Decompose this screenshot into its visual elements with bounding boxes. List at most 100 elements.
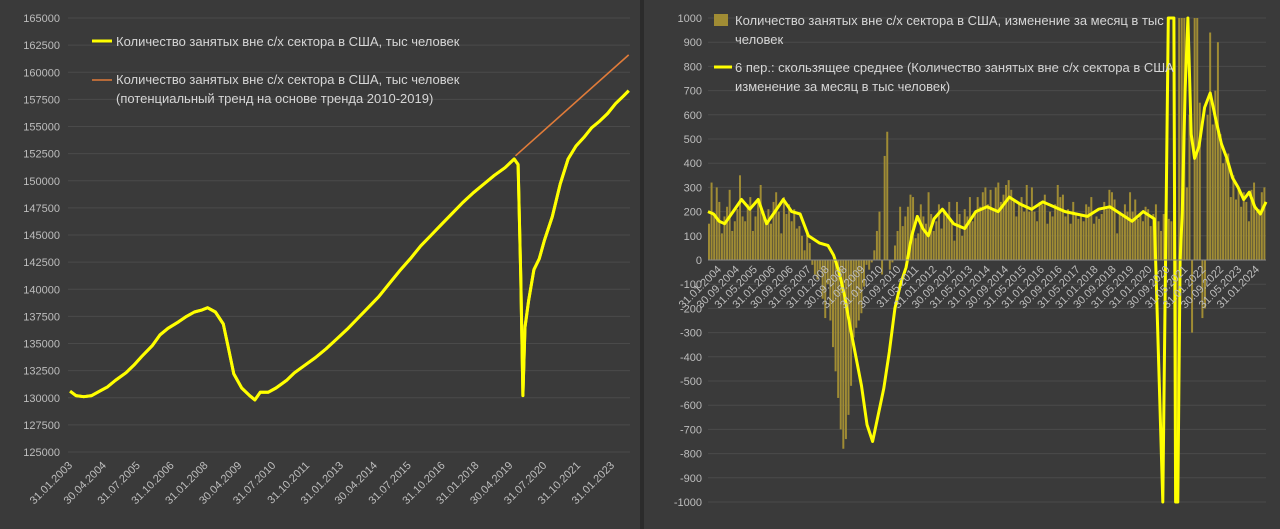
bar [1090, 197, 1093, 260]
bar [860, 260, 863, 314]
bar [1255, 211, 1258, 260]
legend-label-moving-average: 6 пер.: скользящее среднее (Количество з… [735, 60, 1174, 75]
bar [780, 233, 783, 260]
y-tick-label: 800 [684, 61, 702, 73]
bar [1126, 211, 1129, 260]
bar [953, 240, 956, 260]
bar [710, 182, 713, 260]
series-line-trend [514, 54, 630, 157]
legend-label-employment: Количество занятых вне с/х сектора в США… [116, 34, 460, 49]
bar [1185, 187, 1188, 260]
bar [1201, 260, 1204, 319]
y-tick-label: 200 [684, 207, 702, 219]
bar [1072, 201, 1075, 260]
bar [883, 155, 886, 260]
bar [842, 260, 845, 449]
bar [1056, 184, 1059, 260]
bar [1160, 230, 1163, 260]
bar [757, 199, 760, 260]
bar [914, 238, 917, 260]
bar [782, 197, 785, 260]
y-tick-label: 132500 [23, 366, 60, 378]
bar [1111, 192, 1113, 260]
bar [894, 245, 896, 260]
bar [906, 206, 909, 260]
y-tick-label: 135000 [23, 339, 60, 351]
bar [713, 216, 716, 260]
y-tick-label: -600 [680, 400, 702, 412]
bar [1149, 226, 1152, 260]
bar [847, 260, 850, 415]
bar-series [708, 18, 1266, 502]
bar [1033, 211, 1036, 260]
bar [932, 230, 935, 260]
bar [751, 230, 754, 260]
bar [1242, 192, 1245, 260]
bar [935, 221, 938, 260]
bar [976, 197, 979, 260]
y-tick-label: 500 [684, 134, 702, 146]
bar [1178, 18, 1181, 260]
legend-label-trend: Количество занятых вне с/х сектора в США… [116, 72, 460, 87]
bar [904, 216, 907, 260]
bar [1263, 187, 1266, 260]
bar [940, 228, 943, 260]
bar [1235, 199, 1237, 260]
bar [1074, 214, 1077, 260]
bar [922, 216, 925, 260]
bar [937, 204, 940, 260]
bar [1028, 211, 1031, 260]
bar [749, 197, 752, 260]
bar [878, 211, 881, 260]
bar [813, 260, 816, 275]
bar [844, 260, 847, 440]
series-line-employment-top [69, 89, 630, 402]
bar [974, 214, 977, 260]
bar [852, 260, 855, 338]
bar [997, 182, 1000, 260]
bar [1012, 199, 1015, 260]
bar [909, 194, 912, 260]
bar [821, 260, 824, 299]
y-tick-label: 160000 [23, 67, 60, 79]
bar [826, 260, 829, 285]
y-tick-label: 152500 [23, 149, 60, 161]
y-tick-label: 300 [684, 182, 702, 194]
legend-label-trend-note: (потенциальный тренд на основе тренда 20… [116, 91, 433, 106]
bar [1193, 18, 1196, 260]
bar [979, 206, 982, 260]
bar [1054, 204, 1057, 260]
bar [731, 230, 734, 260]
bar [754, 216, 757, 260]
bar [1129, 192, 1132, 260]
bar [1139, 214, 1142, 260]
bar [1049, 211, 1051, 260]
bar [816, 260, 819, 280]
bar [925, 223, 927, 260]
bar [819, 260, 822, 270]
bar [1224, 158, 1227, 260]
bar [808, 243, 811, 260]
y-tick-label: -400 [680, 352, 702, 364]
right-chart-panel: -1000 -900 -800 -700 -600 -500 -400 -300 -200 -10… [644, 0, 1280, 529]
bar [759, 184, 762, 260]
bar [726, 206, 729, 260]
bar [739, 175, 741, 260]
bar [1064, 216, 1067, 260]
y-tick-label: 142500 [23, 257, 60, 269]
bar [1209, 32, 1212, 260]
y-tick-label: 145000 [23, 230, 60, 242]
bar [741, 216, 744, 260]
bar [834, 260, 837, 372]
bar [1134, 199, 1137, 260]
bar [1092, 223, 1095, 260]
bar [899, 206, 902, 260]
bar [956, 201, 958, 260]
bar [746, 204, 749, 260]
bar [1041, 204, 1044, 260]
bar [1237, 187, 1240, 260]
y-tick-label: 900 [684, 37, 702, 49]
bar [1250, 189, 1253, 260]
bar [1245, 201, 1248, 260]
y-tick-label: 400 [684, 158, 702, 170]
